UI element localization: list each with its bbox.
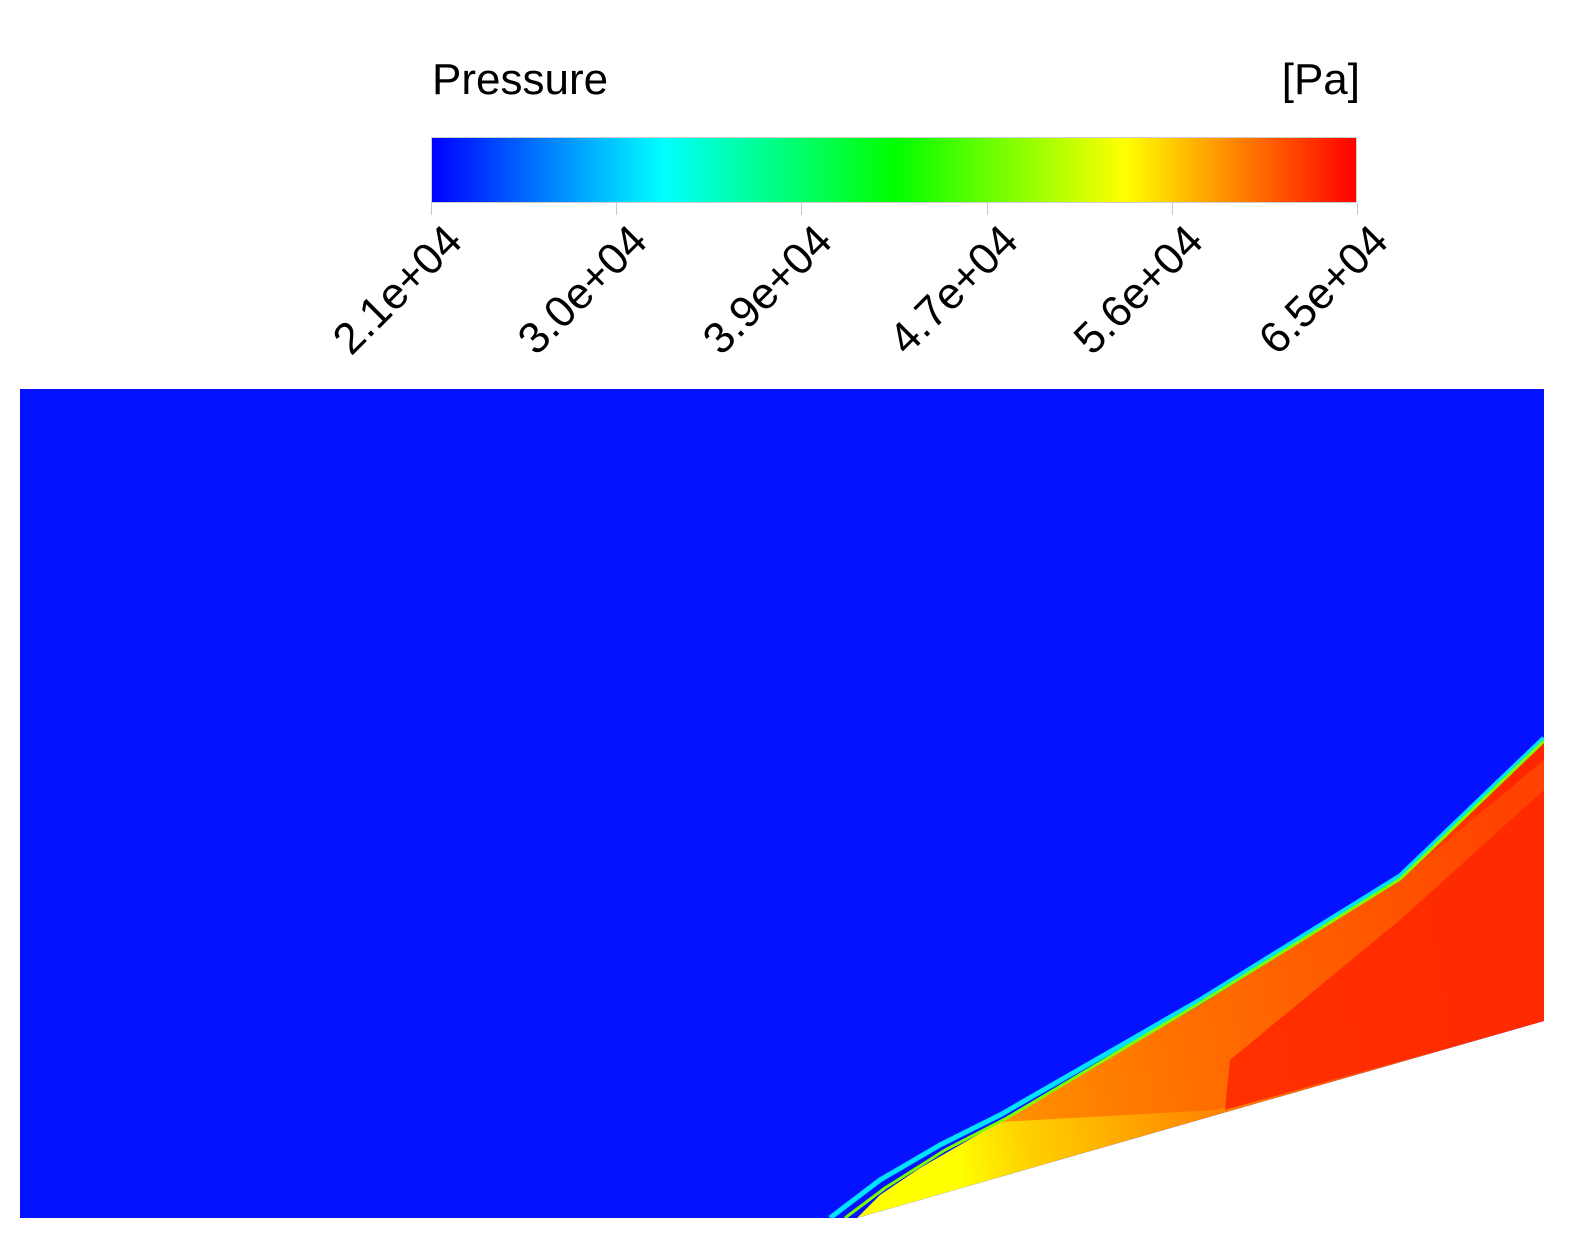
colorbar-tick-mark <box>431 203 432 215</box>
colorbar-tick-mark <box>801 203 803 215</box>
legend-title-variable: Pressure <box>432 55 609 104</box>
shock-front-green <box>844 739 1544 1218</box>
pressure-colorbar <box>431 137 1357 203</box>
shock-front <box>828 736 1544 1218</box>
legend-title-unit: [Pa] <box>1281 55 1360 104</box>
colorbar-tick-mark <box>616 203 618 215</box>
colorbar-tick-mark <box>986 203 988 215</box>
shock-band-core <box>1225 790 1544 1110</box>
colorbar-tick-mark <box>1357 203 1358 215</box>
freestream-region <box>20 389 1544 1218</box>
colorbar-tick-mark <box>1171 203 1173 215</box>
